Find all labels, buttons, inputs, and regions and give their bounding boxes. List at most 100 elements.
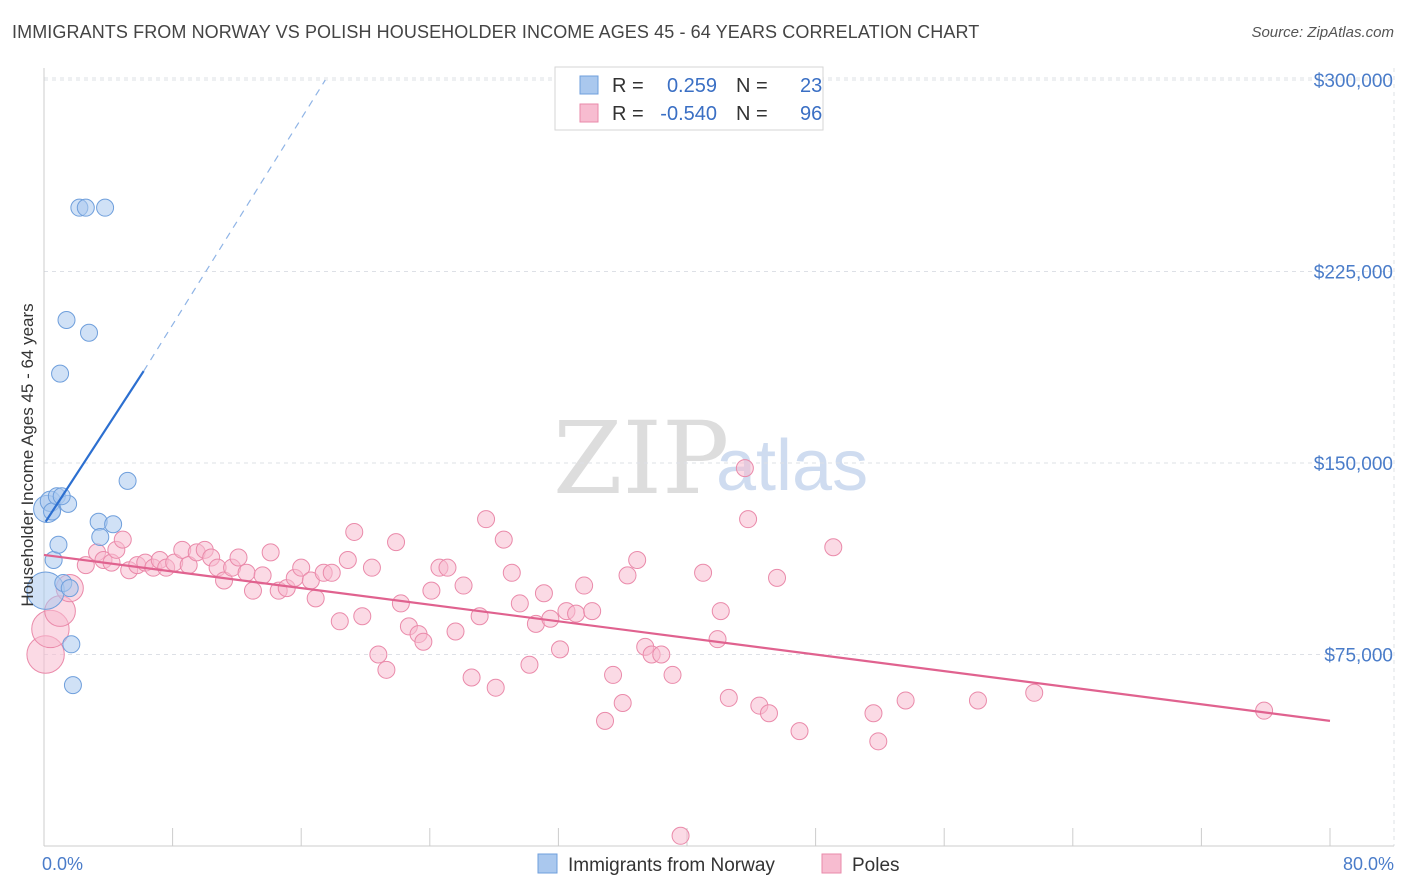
norway-trend-line bbox=[44, 370, 145, 523]
poles-point bbox=[306, 589, 325, 608]
poles-point bbox=[446, 622, 465, 641]
norway-point bbox=[44, 551, 63, 570]
y-tick-label: $150,000 bbox=[1314, 454, 1393, 475]
legend-n-label-blue: N = bbox=[736, 75, 768, 97]
series-legend-swatch-norway bbox=[537, 853, 558, 874]
watermark-zip: ZIP bbox=[553, 400, 729, 517]
series-legend-label-norway: Immigrants from Norway bbox=[568, 855, 775, 876]
poles-point bbox=[671, 826, 690, 845]
poles-point bbox=[896, 691, 915, 710]
poles-point bbox=[551, 640, 570, 659]
poles-point bbox=[719, 688, 738, 707]
poles-point bbox=[790, 722, 809, 741]
poles-points bbox=[26, 459, 1274, 845]
norway-point bbox=[63, 676, 82, 695]
series-legend-label-poles: Poles bbox=[852, 855, 900, 876]
axes bbox=[43, 68, 1394, 847]
norway-point bbox=[91, 528, 110, 547]
poles-point bbox=[652, 645, 671, 664]
poles-point bbox=[694, 563, 713, 582]
legend-n-value-blue: 23 bbox=[800, 75, 822, 97]
poles-point bbox=[708, 630, 727, 649]
poles-point bbox=[113, 530, 132, 549]
poles-point bbox=[229, 548, 248, 567]
poles-point bbox=[824, 538, 843, 557]
y-tick-label: $225,000 bbox=[1314, 263, 1393, 284]
poles-point bbox=[322, 563, 341, 582]
norway-point bbox=[76, 198, 95, 217]
poles-point bbox=[768, 568, 787, 587]
poles-point bbox=[387, 533, 406, 552]
legend-r-value-pink: -0.540 bbox=[660, 103, 717, 125]
poles-point bbox=[237, 563, 256, 582]
poles-point bbox=[864, 704, 883, 723]
poles-point bbox=[292, 558, 311, 577]
norway-trend-extension bbox=[143, 79, 326, 372]
norway-point bbox=[49, 535, 68, 554]
poles-point bbox=[735, 459, 754, 478]
poles-point bbox=[462, 668, 481, 687]
poles-point bbox=[663, 665, 682, 684]
poles-point bbox=[968, 691, 987, 710]
poles-trend-line bbox=[43, 553, 1331, 722]
poles-point bbox=[502, 563, 521, 582]
poles-point bbox=[739, 510, 758, 529]
poles-point bbox=[345, 522, 364, 541]
poles-point bbox=[618, 566, 637, 585]
poles-point bbox=[567, 604, 586, 623]
poles-point bbox=[330, 612, 349, 631]
norway-points bbox=[26, 198, 137, 695]
norway-point bbox=[80, 323, 99, 342]
y-axis-label: Householder Income Ages 45 - 64 years bbox=[18, 303, 37, 606]
legend-r-label-blue: R = bbox=[612, 75, 644, 97]
legend-n-label-pink: N = bbox=[736, 103, 768, 125]
poles-point bbox=[534, 584, 553, 603]
poles-point bbox=[261, 543, 280, 562]
poles-point bbox=[353, 607, 372, 626]
poles-point bbox=[486, 678, 505, 697]
poles-point bbox=[369, 645, 388, 664]
poles-point bbox=[414, 632, 433, 651]
poles-point bbox=[628, 551, 647, 570]
poles-point bbox=[759, 704, 778, 723]
stats-legend: R = 0.259 N = 23 R = -0.540 N = 96 bbox=[554, 66, 824, 131]
poles-point bbox=[596, 711, 615, 730]
poles-point bbox=[391, 594, 410, 613]
legend-r-value-blue: 0.259 bbox=[667, 75, 717, 97]
norway-point bbox=[62, 635, 81, 654]
poles-point bbox=[613, 694, 632, 713]
norway-point bbox=[104, 515, 123, 534]
y-tick-labels: $75,000 $150,000 $225,000 $300,000 bbox=[1314, 71, 1393, 667]
poles-point bbox=[243, 581, 262, 600]
y-tick-label: $300,000 bbox=[1314, 71, 1393, 92]
norway-point bbox=[60, 579, 79, 598]
legend-swatch-blue bbox=[579, 75, 599, 95]
poles-point bbox=[604, 665, 623, 684]
poles-point bbox=[438, 558, 457, 577]
poles-point bbox=[711, 602, 730, 621]
legend-box bbox=[554, 66, 824, 131]
poles-point bbox=[510, 594, 529, 613]
poles-point bbox=[477, 510, 496, 529]
poles-point bbox=[869, 732, 888, 751]
poles-point bbox=[215, 571, 234, 590]
legend-n-value-pink: 96 bbox=[800, 103, 822, 125]
trend-lines bbox=[43, 79, 1331, 722]
poles-point bbox=[454, 576, 473, 595]
chart-title: IMMIGRANTS FROM NORWAY VS POLISH HOUSEHO… bbox=[12, 22, 980, 42]
series-legend: Immigrants from Norway Poles bbox=[537, 853, 900, 876]
poles-point bbox=[1025, 683, 1044, 702]
norway-point bbox=[96, 198, 115, 217]
poles-point bbox=[583, 602, 602, 621]
x-tick-label-max: 80.0% bbox=[1343, 854, 1394, 874]
series-legend-swatch-poles bbox=[821, 853, 842, 874]
poles-point bbox=[338, 551, 357, 570]
source-credit: Source: ZipAtlas.com bbox=[1251, 24, 1394, 41]
poles-point bbox=[520, 655, 539, 674]
y-tick-label: $75,000 bbox=[1324, 646, 1393, 667]
legend-swatch-pink bbox=[579, 103, 599, 123]
legend-r-label-pink: R = bbox=[612, 103, 644, 125]
poles-point bbox=[575, 576, 594, 595]
watermark: ZIP atlas bbox=[553, 400, 868, 517]
